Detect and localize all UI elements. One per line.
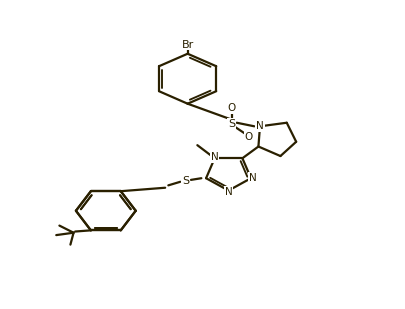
Text: N: N bbox=[224, 187, 232, 197]
Text: N: N bbox=[248, 173, 256, 183]
Text: S: S bbox=[181, 176, 189, 186]
Text: S: S bbox=[228, 119, 234, 129]
Text: N: N bbox=[256, 121, 263, 131]
Text: O: O bbox=[227, 104, 235, 113]
Text: O: O bbox=[244, 132, 252, 142]
Text: N: N bbox=[210, 152, 218, 162]
Text: Br: Br bbox=[181, 40, 193, 50]
